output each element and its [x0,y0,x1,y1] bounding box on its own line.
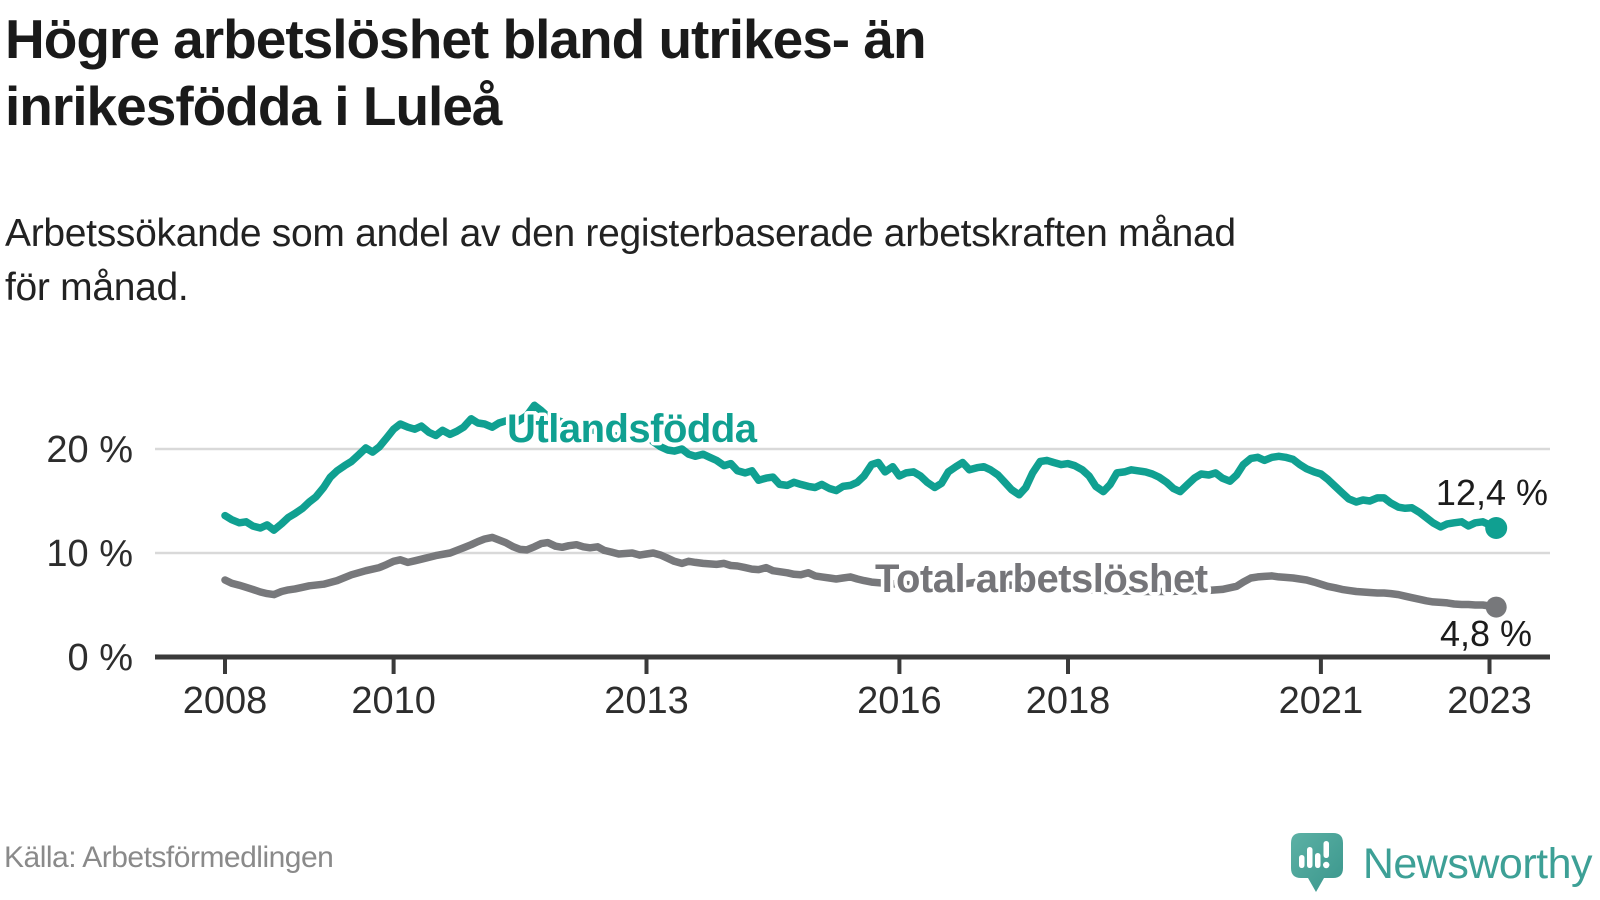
series-end-dots [1485,517,1508,618]
gridlines [155,447,1550,555]
page-subtitle-line1: Arbetssökande som andel av den registerb… [5,212,1236,255]
end-value-label-utlandsfodda: 12,4 % [1436,472,1548,513]
x-tick-label-2023: 2023 [1447,680,1532,722]
end-dot-total-arbetsloshet [1485,596,1507,618]
series-lines [221,401,1500,611]
newsworthy-icon [1290,833,1343,892]
y-tick-label-20: 20 % [46,429,133,471]
bar-3 [1314,853,1321,868]
end-value-label-total: 4,8 % [1440,613,1532,654]
y-tick-label-10: 10 % [46,533,133,575]
exclamation-stem [1323,841,1329,858]
series-label-utlandsfodda: Utlandsfödda [507,407,758,451]
x-tick-label-2021: 2021 [1279,680,1364,722]
page-subtitle-line2: för månad. [5,266,189,309]
page-subtitle: Arbetssökande som andel av den registerb… [5,207,1550,315]
bar-1 [1298,855,1305,868]
x-tick-label-2018: 2018 [1026,680,1111,722]
end-dot-utlandsfodda [1485,517,1508,539]
page-title: Högre arbetslöshet bland utrikes- än inr… [5,6,1285,140]
x-tick-label-2010: 2010 [351,680,436,722]
page-title-line1: Högre arbetslöshet bland utrikes- än [5,8,927,70]
x-tick-label-2008: 2008 [183,680,268,722]
source-caption: Källa: Arbetsförmedlingen [4,841,334,874]
chart-labels: 20 % 10 % 0 % 2008 2010 2013 2016 2018 2… [46,404,1551,723]
newsworthy-logo: Newsworthy [1290,832,1593,896]
line-total-arbetsloshet [221,533,1500,611]
line-utlandsfodda [221,401,1500,534]
y-tick-label-0: 0 % [68,637,133,679]
x-tick-label-2013: 2013 [604,680,689,722]
newsworthy-wordmark: Newsworthy [1362,839,1593,888]
series-label-total-arbetsloshet: Total arbetslöshet [875,557,1208,601]
x-axis-ticks [223,658,1492,674]
bar-2 [1306,847,1313,868]
x-tick-label-2016: 2016 [857,680,942,722]
page-title-line2: inrikesfödda i Luleå [5,75,503,137]
exclamation-dot [1322,861,1330,869]
